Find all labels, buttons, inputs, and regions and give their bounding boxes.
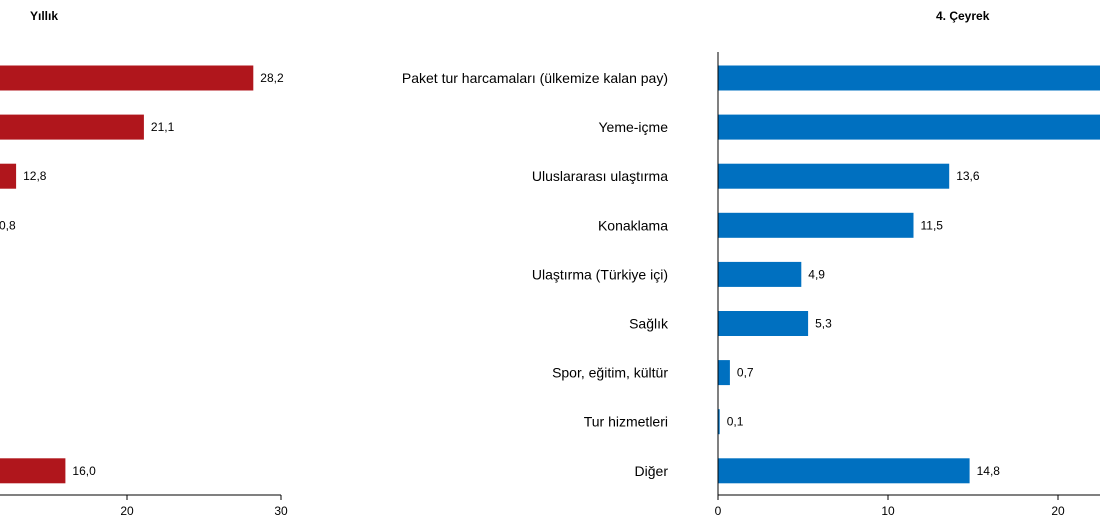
category-label-paket-tur-harcamalari-ulkemize-kalan-pay: Paket tur harcamaları (ülkemize kalan pa… bbox=[402, 70, 668, 86]
left-value-label-paket-tur-harcamalari-ulkemize-kalan-pay: 28,2 bbox=[260, 71, 284, 85]
category-label-diger: Diğer bbox=[635, 463, 669, 479]
right-value-label-konaklama: 11,5 bbox=[921, 218, 944, 232]
right-bar-diger bbox=[718, 458, 970, 484]
right-bar-paket-tur-harcamalari-ulkemize-kalan-pay bbox=[718, 65, 1100, 91]
left-x-tick-label-30: 30 bbox=[274, 504, 288, 518]
left-bar-yeme-icme bbox=[0, 114, 144, 140]
left-value-label-konaklama: 10,8 bbox=[0, 218, 16, 232]
right-value-label-spor-egitim-kultur: 0,7 bbox=[737, 366, 754, 380]
right-x-tick-label-10: 10 bbox=[881, 504, 895, 518]
category-labels: Paket tur harcamaları (ülkemize kalan pa… bbox=[402, 70, 669, 479]
category-label-ulastirma-turkiye-ici: Ulaştırma (Türkiye içi) bbox=[532, 266, 668, 282]
right-bar-konaklama bbox=[718, 212, 914, 238]
right-bar-saglik bbox=[718, 311, 809, 336]
category-label-tur-hizmetleri: Tur hizmetleri bbox=[584, 414, 668, 430]
right-chart: 13,6 11,5 4,9 5,3 0,7 0,1 14,8 0 10 20 bbox=[715, 52, 1100, 518]
right-x-tick-label-20: 20 bbox=[1051, 504, 1065, 518]
left-bar-diger bbox=[0, 458, 66, 484]
right-value-label-uluslararasi-ulastirma: 13,6 bbox=[956, 169, 980, 183]
category-label-spor-egitim-kultur: Spor, eğitim, kültür bbox=[552, 365, 668, 381]
left-value-label-diger: 16,0 bbox=[72, 464, 96, 478]
left-chart: 28,2 21,1 12,8 10,8 16,0 20 30 bbox=[0, 65, 288, 518]
left-value-label-uluslararasi-ulastirma: 12,8 bbox=[23, 169, 47, 183]
left-chart-title: Yıllık bbox=[30, 9, 58, 23]
right-value-label-diger: 14,8 bbox=[977, 464, 1001, 478]
left-x-tick-label-20: 20 bbox=[120, 504, 134, 518]
category-label-yeme-icme: Yeme-içme bbox=[598, 119, 668, 135]
right-bar-spor-egitim-kultur bbox=[718, 360, 730, 386]
right-bar-uluslararasi-ulastirma bbox=[718, 163, 950, 189]
right-bar-ulastirma-turkiye-ici bbox=[718, 261, 802, 287]
right-value-label-tur-hizmetleri: 0,1 bbox=[727, 415, 744, 429]
right-value-label-ulastirma-turkiye-ici: 4,9 bbox=[808, 267, 825, 281]
right-bar-yeme-icme bbox=[718, 114, 1100, 140]
left-bar-uluslararasi-ulastirma bbox=[0, 163, 17, 189]
left-value-label-yeme-icme: 21,1 bbox=[151, 120, 175, 134]
right-value-label-saglik: 5,3 bbox=[815, 317, 832, 331]
right-chart-title: 4. Çeyrek bbox=[936, 9, 990, 23]
category-label-uluslararasi-ulastirma: Uluslararası ulaştırma bbox=[532, 168, 668, 184]
right-x-tick-label-0: 0 bbox=[715, 504, 722, 518]
left-bar-paket-tur-harcamalari-ulkemize-kalan-pay bbox=[0, 65, 254, 91]
right-bar-tur-hizmetleri bbox=[718, 409, 720, 435]
category-label-konaklama: Konaklama bbox=[598, 217, 668, 233]
category-label-saglik: Sağlık bbox=[629, 316, 669, 332]
